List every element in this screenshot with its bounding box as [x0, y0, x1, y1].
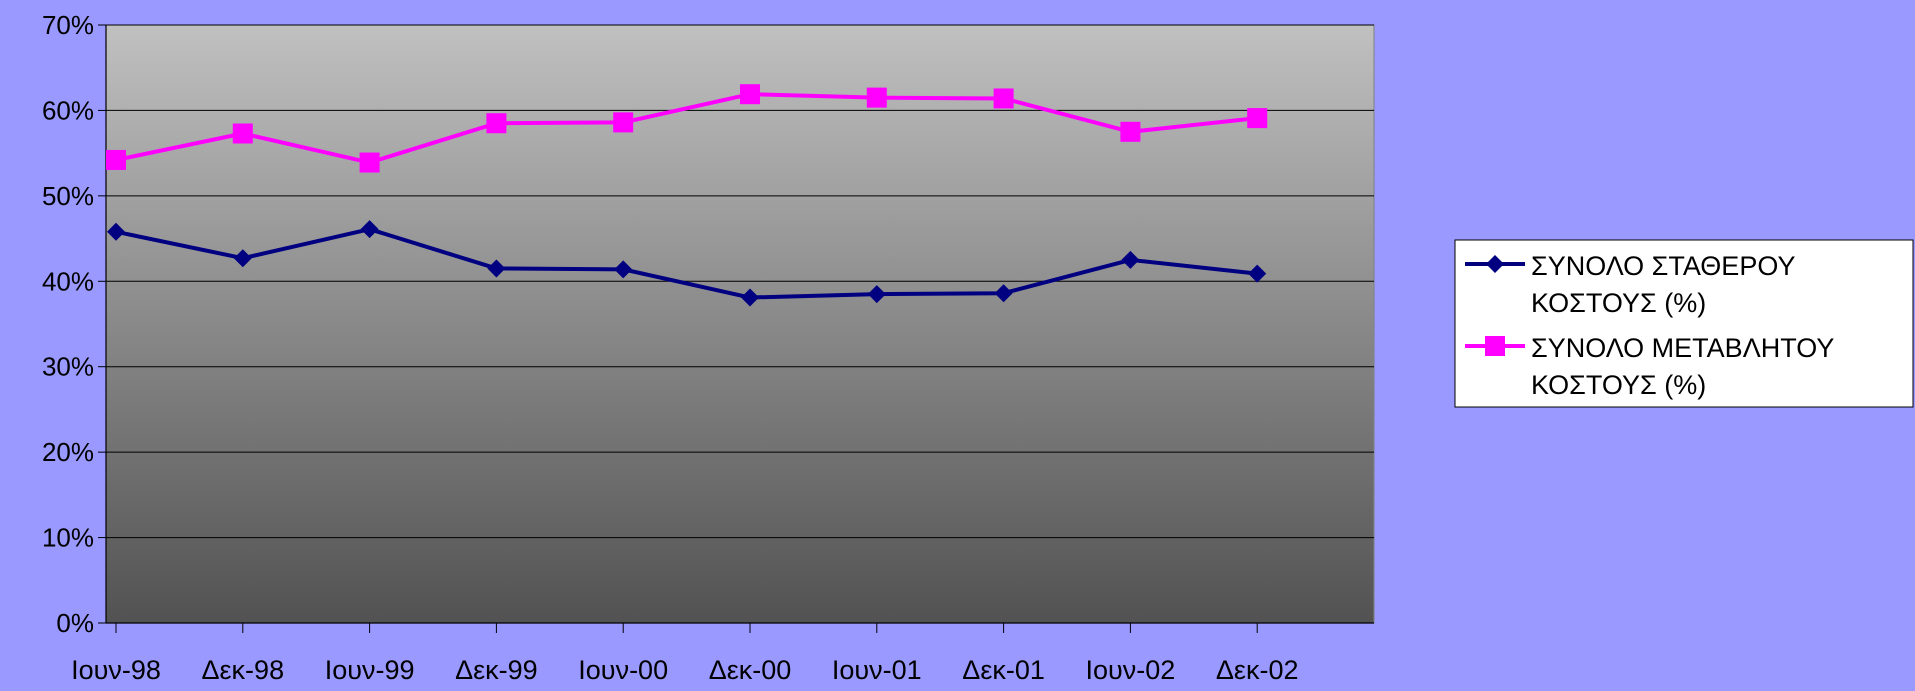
x-tick-label: Ιουν-00 [578, 655, 668, 685]
x-tick-label: Ιουν-02 [1085, 655, 1175, 685]
y-tick-label: 40% [42, 266, 94, 296]
legend-box [1454, 239, 1914, 408]
y-tick-label: 50% [42, 181, 94, 211]
x-tick-label: Δεκ-99 [455, 655, 538, 685]
x-tick-label: Ιουν-99 [325, 655, 415, 685]
data-point [233, 249, 252, 268]
data-point [106, 149, 126, 170]
x-tick-label: Δεκ-02 [1216, 655, 1299, 685]
legend-marker [1486, 255, 1504, 273]
data-point [1248, 264, 1267, 283]
data-point [360, 220, 379, 239]
data-point [107, 222, 125, 241]
y-tick-label: 20% [42, 437, 94, 467]
data-point [232, 123, 253, 144]
legend-label: ΣΥΝΟΛΟ ΜΕΤΑΒΛΗΤΟΥ [1531, 333, 1834, 363]
y-tick-label: 0% [56, 608, 94, 638]
series-line [115, 227, 1258, 300]
axes [105, 25, 1374, 624]
legend-label: ΚΟΣΤΟΥΣ (%) [1531, 370, 1706, 400]
x-tick-label: Δεκ-98 [201, 655, 284, 685]
x-axis-ticks: Ιουν-98 Δεκ-98 Ιουν-99 Δεκ-99 Ιουν-00 Δεκ-00 Ι… [71, 623, 1299, 685]
data-point [613, 112, 634, 133]
legend-label: ΣΥΝΟΛΟ ΣΤΑΘΕΡΟΥ [1531, 251, 1795, 281]
data-point [740, 84, 760, 105]
series-line [115, 92, 1258, 165]
data-point [866, 87, 887, 108]
gridlines [106, 24, 1374, 539]
data-point [741, 288, 759, 307]
legend-entry-2: ΣΥΝΟΛΟ ΜΕΤΑΒΛΗΤΟΥ ΚΟΣΤΟΥΣ (%) [1465, 333, 1834, 400]
legend-entry-1: ΣΥΝΟΛΟ ΣΤΑΘΕΡΟΥ ΚΟΣΤΟΥΣ (%) [1465, 251, 1795, 318]
data-point [994, 284, 1013, 303]
data-point [614, 260, 633, 279]
x-tick-label: Ιουν-01 [832, 655, 922, 685]
series-1 [107, 220, 1267, 307]
y-tick-label: 60% [42, 95, 94, 125]
series-2 [106, 84, 1268, 173]
data-point [1247, 108, 1268, 129]
plot-area [105, 24, 1375, 624]
x-tick-label: Ιουν-98 [71, 655, 161, 685]
data-point [487, 259, 506, 278]
data-point [359, 152, 380, 173]
x-tick-label: Δεκ-00 [709, 655, 792, 685]
data-point [486, 113, 507, 134]
y-tick-label: 10% [42, 523, 94, 553]
x-tick-label: Δεκ-01 [962, 655, 1045, 685]
legend-label: ΚΟΣΤΟΥΣ (%) [1531, 288, 1706, 318]
legend-marker [1485, 336, 1505, 356]
data-point [1120, 121, 1141, 142]
y-tick-label: 30% [42, 352, 94, 382]
data-point [1121, 250, 1140, 269]
data-point [993, 88, 1014, 109]
data-point [867, 285, 886, 304]
y-tick-label: 70% [42, 10, 94, 40]
series [106, 84, 1268, 307]
y-axis-ticks: 0% 10% 20% 30% 40% 50% 60% 70% [42, 10, 106, 638]
